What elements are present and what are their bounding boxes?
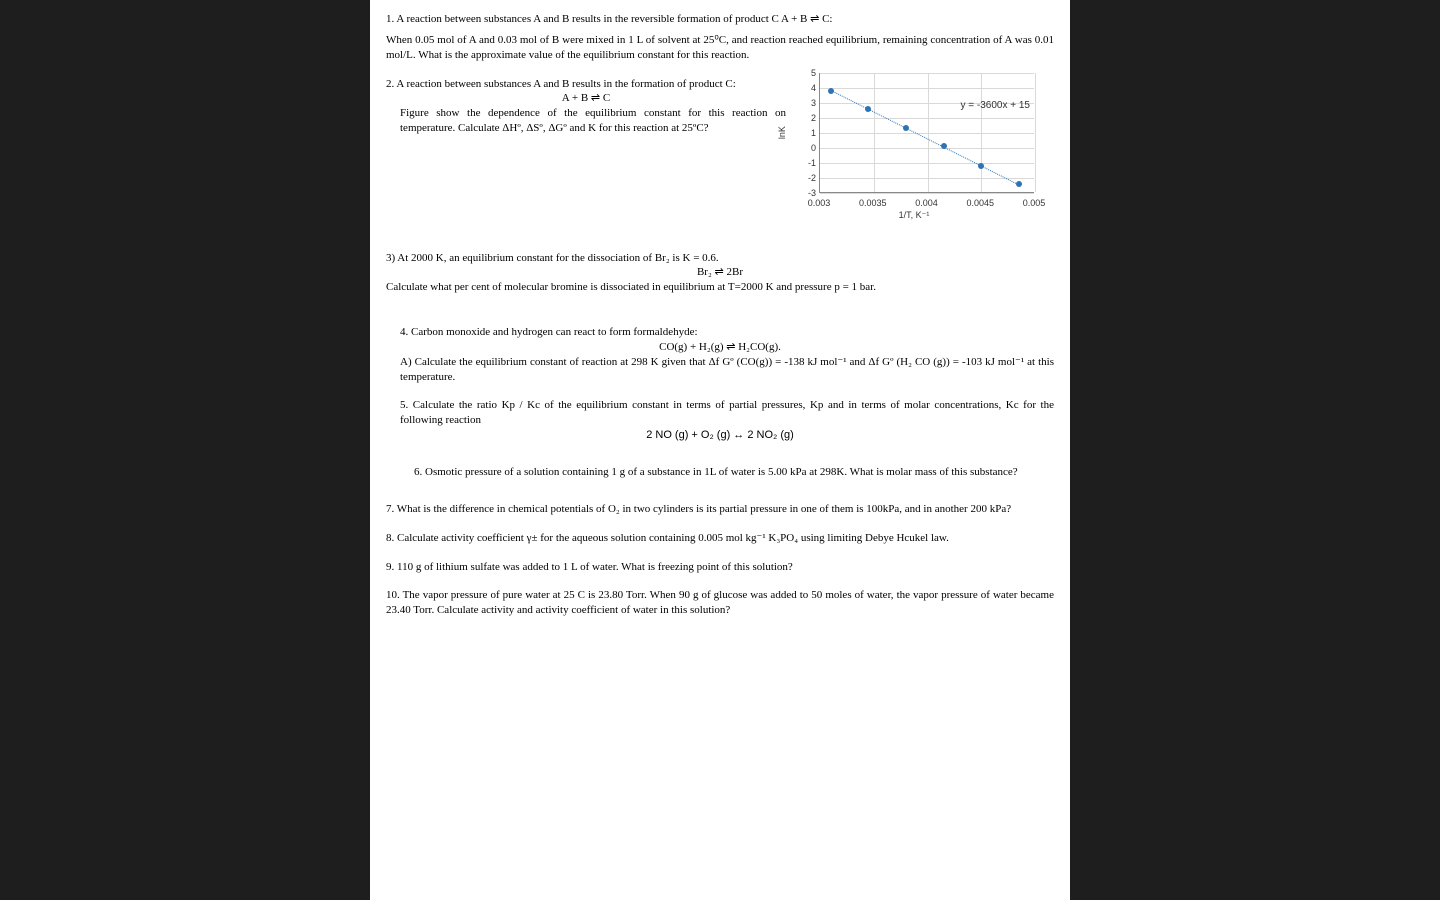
q3-equation: Br₂ ⇌ 2Br <box>386 265 1054 280</box>
q2-line2: Figure show the dependence of the equili… <box>386 106 786 136</box>
q4-line1: 4. Carbon monoxide and hydrogen can reac… <box>386 325 1054 340</box>
q5-line1: 5. Calculate the ratio Kp / Kc of the eq… <box>386 398 1054 428</box>
chart-point <box>941 143 947 149</box>
question-2: 2. A reaction between substances A and B… <box>386 77 1054 237</box>
chart-xlabel: 1/T, K⁻¹ <box>784 209 1044 221</box>
document-page: 1. A reaction between substances A and B… <box>370 0 1070 900</box>
chart-xtick: 0.0045 <box>966 197 994 209</box>
chart-xtick: 0.0035 <box>859 197 887 209</box>
question-1: 1. A reaction between substances A and B… <box>386 12 1054 63</box>
chart-ytick: 2 <box>804 111 816 123</box>
question-8: 8. Calculate activity coefficient γ± for… <box>386 531 1054 546</box>
q3-line2: Calculate what per cent of molecular bro… <box>386 280 1054 295</box>
q1-line2: When 0.05 mol of A and 0.03 mol of B wer… <box>386 33 1054 63</box>
chart-ytick: 3 <box>804 96 816 108</box>
q1-line1: 1. A reaction between substances A and B… <box>386 12 1054 27</box>
chart-xtick: 0.004 <box>915 197 938 209</box>
question-3: 3) At 2000 K, an equilibrium constant fo… <box>386 251 1054 296</box>
q4-line2: A) Calculate the equilibrium constant of… <box>386 355 1054 385</box>
chart-point <box>828 88 834 94</box>
chart-ytick: 1 <box>804 126 816 138</box>
chart-ytick: 4 <box>804 81 816 93</box>
chart-ytick: -1 <box>804 156 816 168</box>
question-4: 4. Carbon monoxide and hydrogen can reac… <box>386 325 1054 384</box>
chart-ytick: 0 <box>804 141 816 153</box>
chart-point <box>865 106 871 112</box>
chart-trend-equation: y = -3600x + 15 <box>961 99 1031 113</box>
q4-equation: CO(g) + H₂(g) ⇌ H₂CO(g). <box>386 340 1054 355</box>
chart-plot-area <box>819 73 1034 193</box>
question-5: 5. Calculate the ratio Kp / Kc of the eq… <box>386 398 1054 443</box>
question-9: 9. 110 g of lithium sulfate was added to… <box>386 560 1054 575</box>
chart-ylabel: lnK <box>776 126 788 139</box>
chart-ytick: 5 <box>804 66 816 78</box>
question-10: 10. The vapor pressure of pure water at … <box>386 588 1054 618</box>
chart-point <box>1016 181 1022 187</box>
chart-xtick: 0.003 <box>808 197 831 209</box>
q5-equation: 2 NO (g) + O₂ (g) ↔ 2 NO₂ (g) <box>386 428 1054 443</box>
vant-hoff-chart: lnK 1/T, K⁻¹ y = -3600x + 15 -3-2-101234… <box>784 73 1044 223</box>
question-7: 7. What is the difference in chemical po… <box>386 502 1054 517</box>
chart-point <box>978 163 984 169</box>
chart-xtick: 0.005 <box>1023 197 1046 209</box>
q2-line1: 2. A reaction between substances A and B… <box>386 77 786 92</box>
chart-point <box>903 125 909 131</box>
q2-equation: A + B ⇌ C <box>386 91 786 106</box>
chart-ytick: -2 <box>804 171 816 183</box>
question-6: 6. Osmotic pressure of a solution contai… <box>386 465 1054 480</box>
q3-line1: 3) At 2000 K, an equilibrium constant fo… <box>386 251 1054 266</box>
